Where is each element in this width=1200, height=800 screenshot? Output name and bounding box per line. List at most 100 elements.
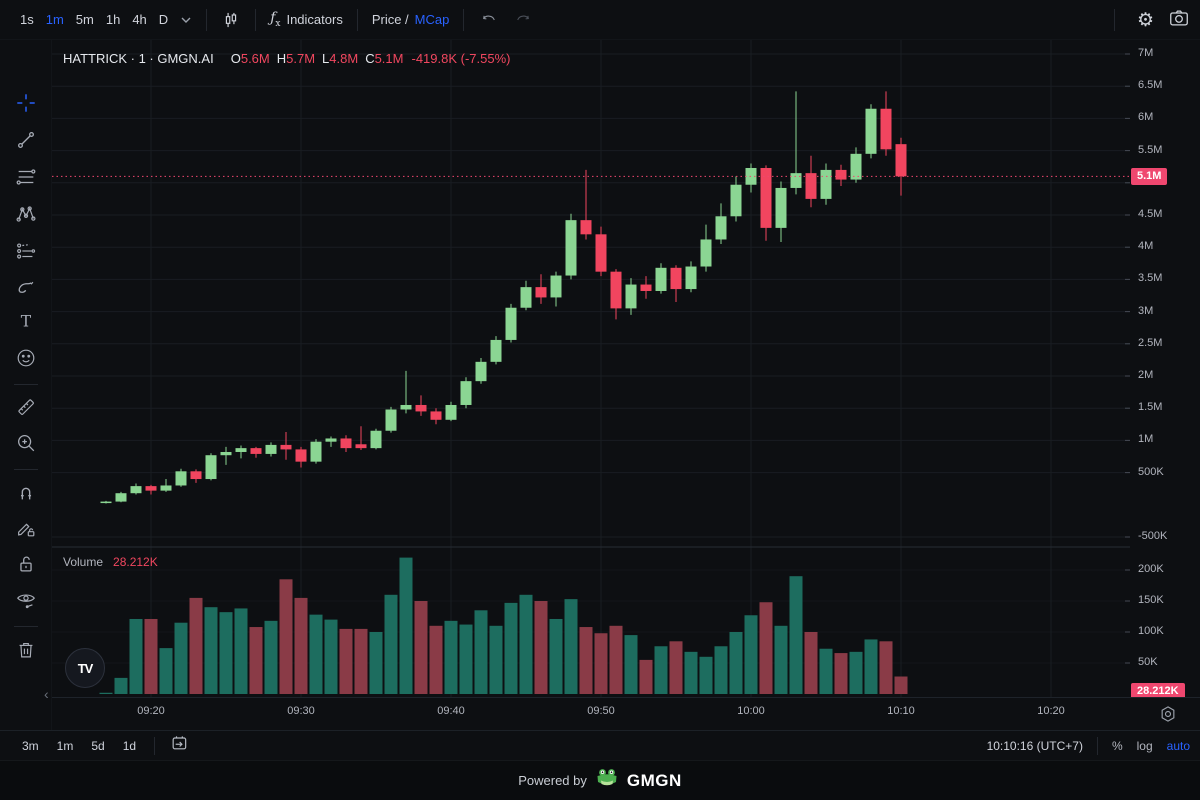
volume-label: Volume (63, 555, 104, 569)
volume-bar (189, 597, 203, 694)
brush-tool[interactable] (15, 276, 37, 298)
volume-bar (894, 676, 908, 694)
volume-bar (99, 692, 113, 694)
undo-button[interactable] (472, 9, 506, 31)
volume-bar (819, 648, 833, 694)
volume-bar (729, 632, 743, 694)
axis-settings-hexagon-icon[interactable] (1158, 704, 1178, 724)
indicators-label: Indicators (286, 11, 343, 27)
tradingview-logo[interactable]: TV (65, 648, 105, 688)
log-scale-button[interactable]: log (1136, 738, 1153, 753)
volume-bar (309, 614, 323, 694)
candle (385, 409, 397, 431)
screenshot-camera-icon[interactable] (1168, 7, 1190, 34)
range-1d[interactable]: 1d (122, 738, 137, 753)
zoom-in-tool[interactable] (15, 432, 37, 454)
fx-icon: ƒx (270, 10, 281, 29)
clock-timezone[interactable]: 10:10:16 (UTC+7) (986, 738, 1083, 753)
chart-canvas[interactable] (52, 40, 1130, 697)
candle (190, 471, 202, 480)
range-5d[interactable]: 5d (91, 738, 105, 753)
volume-bar (174, 622, 188, 694)
volume-bar (384, 594, 398, 694)
fib-retracement-tool[interactable] (15, 166, 37, 188)
candle (670, 267, 682, 290)
toolbar-divider (255, 8, 257, 31)
bottom-toolbar: 3m 1m 5d 1d 10:10:16 (UTC+7) % log auto (0, 730, 1200, 760)
chart-style-candles-icon[interactable] (215, 6, 247, 34)
emoji-tool[interactable] (15, 347, 37, 369)
time-tick-label: 10:20 (1037, 705, 1065, 717)
time-axis[interactable]: 09:20 09:30 09:40 09:50 10:00 10:10 10:20 (0, 697, 1200, 730)
volume-bar (879, 641, 893, 694)
settings-gear-icon[interactable]: ⚙ (1136, 9, 1154, 31)
candle (445, 404, 457, 420)
crosshair-tool[interactable] (15, 92, 37, 114)
timeframe-1s[interactable]: 1s (20, 12, 34, 27)
price-tick-label: 2.5M (1138, 336, 1163, 349)
volume-bar (519, 594, 533, 694)
text-tool[interactable]: T (15, 311, 37, 333)
drawing-toolbar: T (0, 40, 52, 740)
volume-bar (759, 602, 773, 694)
indicators-button[interactable]: ƒx Indicators (264, 6, 349, 33)
price-tick-label: 1M (1138, 433, 1154, 446)
ohlc-close-value: 5.1M (374, 51, 404, 66)
timeframe-D[interactable]: D (158, 12, 169, 27)
price-mcap-toggle[interactable]: Price / MCap (366, 8, 456, 31)
redo-button[interactable] (506, 9, 540, 31)
candle (760, 167, 772, 228)
volume-bar (474, 610, 488, 694)
trend-line-tool[interactable] (15, 129, 37, 151)
current-price-badge: 5.1M (1131, 168, 1168, 186)
toolbar-separator (14, 384, 38, 385)
candle (430, 411, 442, 420)
candle (250, 448, 262, 454)
hide-drawings-tool[interactable] (15, 589, 37, 611)
volume-bar (639, 659, 653, 694)
volume-bar (834, 653, 848, 694)
toolbar-separator (14, 469, 38, 470)
timeframe-1h[interactable]: 1h (105, 12, 121, 27)
volume-bar (804, 632, 818, 694)
go-to-date-icon[interactable] (169, 733, 189, 758)
volume-bar (429, 625, 443, 694)
magnet-tool[interactable] (15, 481, 37, 503)
candle (715, 216, 727, 240)
volume-bar (579, 627, 593, 694)
percent-scale-button[interactable]: % (1111, 738, 1123, 753)
symbol-legend[interactable]: HATTRICK · 1 · GMGN.AI O5.6M H5.7M L4.8M C5.… (63, 51, 510, 66)
volume-bar (744, 615, 758, 694)
candle (625, 284, 637, 309)
candle (175, 471, 187, 486)
auto-scale-button[interactable]: auto (1166, 738, 1190, 753)
price-tick-label: 1.5M (1138, 401, 1163, 414)
ruler-tool[interactable] (15, 396, 37, 418)
forecast-tool[interactable] (15, 240, 37, 262)
collapse-toolbar-chevron-icon[interactable]: ‹ (44, 686, 49, 702)
volume-bar (549, 618, 563, 694)
volume-legend[interactable]: Volume 28.212K (63, 555, 158, 569)
range-3m[interactable]: 3m (22, 738, 39, 753)
xabcd-pattern-tool[interactable] (15, 203, 37, 225)
timeframe-4h[interactable]: 4h (132, 12, 147, 27)
candle (550, 275, 562, 298)
lock-all-tool[interactable] (15, 553, 37, 575)
candle (865, 108, 877, 154)
timeframe-1m[interactable]: 1m (45, 12, 64, 27)
price-axis[interactable]: 7M6.5M6M5.5M5M4.5M4M3.5M3M2.5M2M1.5M1M50… (1130, 40, 1200, 700)
volume-bar (294, 597, 308, 694)
volume-bar (594, 633, 608, 694)
volume-bar (399, 557, 413, 694)
timeframe-5m[interactable]: 5m (75, 12, 94, 27)
ohlc-close-label: C (365, 51, 375, 66)
gmgn-frog-logo (595, 768, 619, 793)
time-tick-label: 09:20 (137, 705, 165, 717)
candle (415, 404, 427, 412)
range-1m[interactable]: 1m (56, 738, 74, 753)
candle (700, 239, 712, 267)
remove-drawings-tool[interactable] (15, 639, 37, 661)
timeframe-dropdown-chevron-icon[interactable] (174, 10, 198, 30)
drawing-lock-tool[interactable] (15, 517, 37, 539)
